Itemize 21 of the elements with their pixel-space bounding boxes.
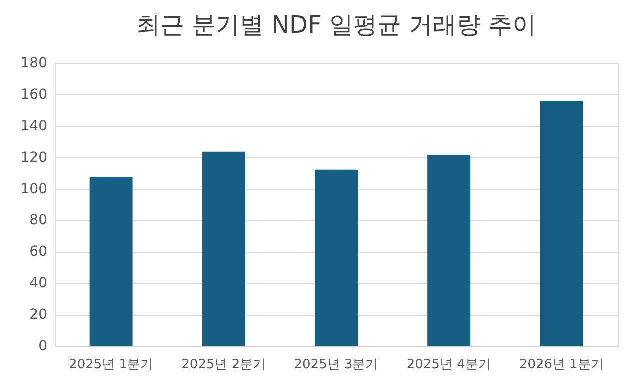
x-tick-label: 2025년 2분기 xyxy=(182,358,266,372)
bar xyxy=(202,152,246,346)
y-tick-label: 40 xyxy=(30,276,48,292)
y-tick-label: 180 xyxy=(20,56,48,72)
bar xyxy=(428,154,471,346)
bar xyxy=(90,176,133,346)
chart-title: 최근 분기별 NDF 일평균 거래량 추이 xyxy=(136,11,537,39)
y-tick-label: 0 xyxy=(38,338,48,354)
bar xyxy=(540,102,584,346)
x-tick-label: 2025년 3분기 xyxy=(294,358,379,372)
x-tick-label: 2025년 1분기 xyxy=(69,358,154,372)
y-tick-label: 120 xyxy=(20,150,48,166)
y-tick-label: 80 xyxy=(30,212,48,229)
y-tick-label: 140 xyxy=(20,118,48,134)
bar xyxy=(315,170,358,346)
x-tick-label: 2026년 1분기 xyxy=(519,358,604,372)
y-tick-label: 160 xyxy=(20,86,48,103)
y-tick-label: 20 xyxy=(30,307,48,324)
y-tick-label: 100 xyxy=(20,181,48,198)
y-tick-label: 60 xyxy=(30,244,48,260)
x-tick-label: 2025년 4분기 xyxy=(406,358,492,372)
